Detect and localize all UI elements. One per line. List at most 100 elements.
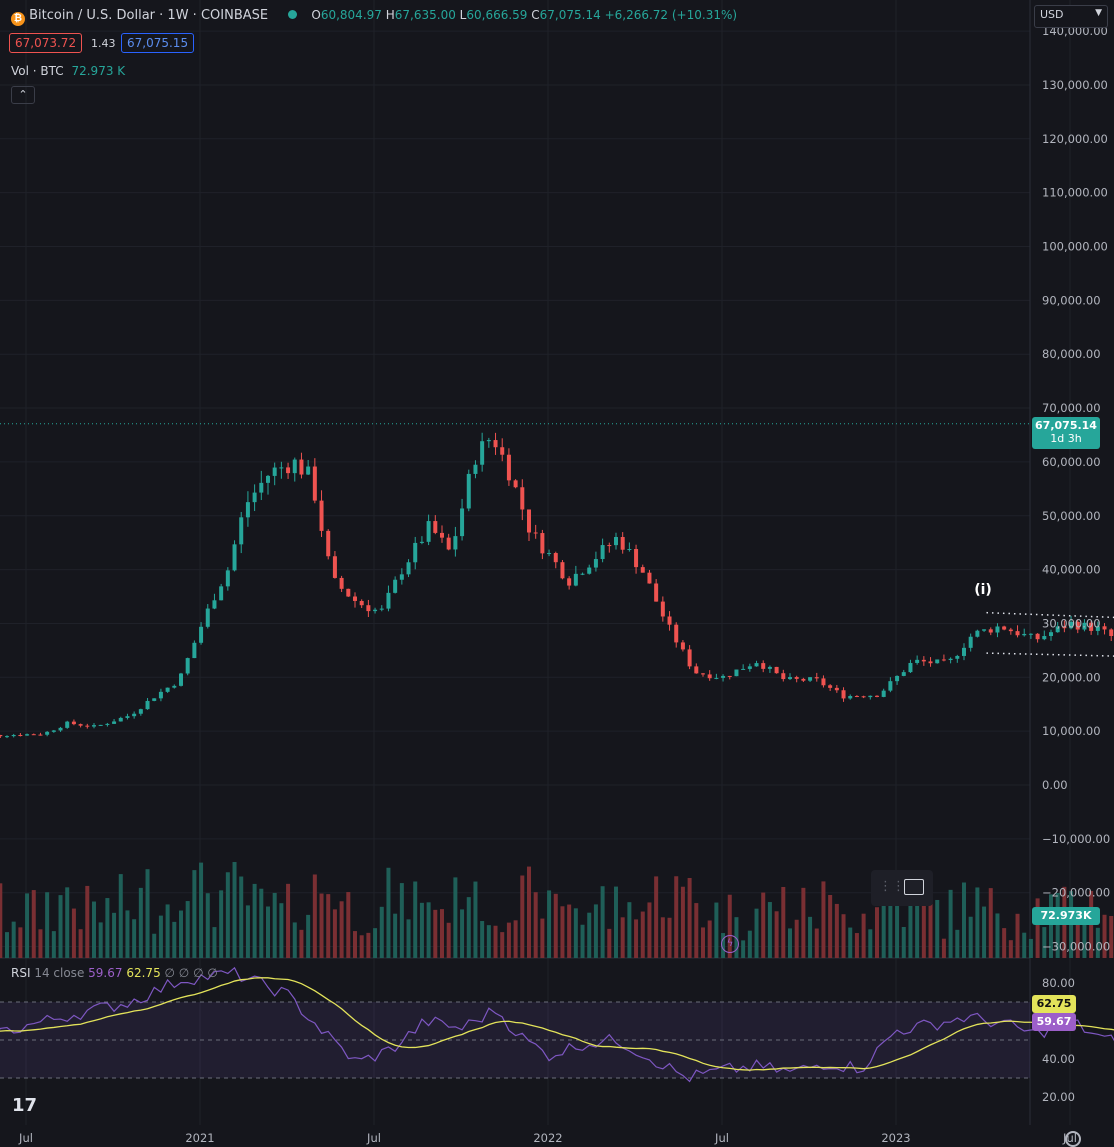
volume-bar [446, 922, 451, 958]
candle-body [727, 675, 732, 677]
image-icon[interactable] [904, 879, 924, 895]
candle-body [781, 673, 786, 680]
price-tick-label: −20,000.00 [1042, 886, 1110, 900]
candle-body [526, 509, 531, 533]
volume-bar [1055, 892, 1060, 958]
volume-bar [640, 911, 645, 958]
volume-bar [794, 919, 799, 958]
price-candles [0, 423, 1114, 739]
volume-bar [165, 904, 170, 958]
price-tick-label: 80,000.00 [1042, 347, 1101, 361]
volume-bar [787, 928, 792, 958]
volume-bar [781, 886, 786, 958]
candle-body [312, 466, 317, 501]
candle-body [1082, 622, 1087, 630]
candle-body [1015, 631, 1020, 636]
symbol-title[interactable]: Bitcoin / U.S. Dollar · 1W · COINBASE [29, 8, 269, 23]
candle-body [18, 735, 23, 737]
candle-body [908, 662, 913, 673]
candle-body [995, 626, 1000, 633]
price-tick-label: 10,000.00 [1042, 724, 1101, 738]
collapse-legend-button[interactable]: ⌃ [11, 86, 35, 104]
price-tick-label: 90,000.00 [1042, 293, 1101, 307]
volume-bar [439, 909, 444, 958]
candle-body [560, 562, 565, 579]
volume-bar [38, 929, 43, 958]
price-tick-label: 100,000.00 [1042, 240, 1108, 254]
candle-body [874, 695, 879, 697]
volume-bar [460, 909, 465, 958]
candle-body [513, 480, 518, 488]
volume-bar [607, 928, 612, 958]
drag-handle-icon[interactable]: ⋮⋮ [879, 879, 905, 894]
candle-body [921, 659, 926, 662]
candle-body [774, 666, 779, 674]
volume-bar [754, 908, 759, 958]
volume-bar [1082, 923, 1087, 958]
volume-bar [178, 910, 183, 958]
candle-body [761, 663, 766, 669]
volume-bar [393, 913, 398, 958]
volume-bar [373, 928, 378, 958]
candle-body [178, 673, 183, 686]
price-tick-label: 120,000.00 [1042, 132, 1108, 146]
candle-body [948, 658, 953, 661]
volume-bar [1102, 914, 1107, 958]
candle-body [680, 642, 685, 650]
flash-icon[interactable]: ϟ [721, 935, 739, 953]
candle-body [593, 559, 598, 568]
sell-button[interactable]: 67,073.72 [9, 33, 83, 53]
volume-bar [881, 891, 886, 958]
candle-body [306, 466, 311, 475]
candle-body [165, 687, 170, 692]
volume-bar [312, 874, 317, 958]
volume-bar [326, 894, 331, 958]
volume-bar [152, 933, 157, 958]
time-tick-label: Jul [366, 1131, 381, 1145]
candle-body [252, 492, 257, 503]
candle-body [547, 553, 552, 555]
buy-button[interactable]: 67,075.15 [121, 33, 195, 53]
candle-body [286, 467, 291, 474]
rsi-tick-label: 80.00 [1042, 976, 1075, 990]
candle-body [406, 562, 411, 575]
candle-body [573, 573, 578, 586]
volume-bar [814, 928, 819, 958]
volume-bar [654, 876, 659, 958]
candle-body [38, 734, 43, 736]
volume-bar [714, 902, 719, 958]
volume-bar [941, 938, 946, 958]
volume-bar [58, 895, 63, 958]
candle-body [4, 736, 9, 738]
candle-body [439, 532, 444, 538]
volume-bar [935, 899, 940, 958]
volume-bar [801, 887, 806, 958]
candle-body [352, 596, 357, 601]
candle-body [399, 574, 404, 580]
time-axis[interactable]: Jul2021Jul2022Jul2023Jul2024Jul2025Jul20… [18, 1131, 1114, 1145]
tradingview-logo-icon[interactable]: 17 [12, 1095, 38, 1116]
candle-body [98, 724, 103, 726]
volume-bar [259, 888, 264, 958]
volume-bar [212, 927, 217, 958]
candle-body [533, 532, 538, 534]
rsi-ma-line [0, 977, 1114, 1071]
price-tick-label: 70,000.00 [1042, 401, 1101, 415]
volume-bar [319, 893, 324, 958]
volume-bar [761, 892, 766, 958]
bar-countdown: 1d 3h [1050, 432, 1082, 445]
currency-dropdown[interactable]: USD ▼ [1034, 5, 1108, 28]
volume-bar [219, 890, 224, 958]
volume-bar [560, 906, 565, 958]
settings-icon[interactable] [1065, 1131, 1081, 1147]
volume-bar [687, 877, 692, 958]
open-label: O [311, 8, 321, 22]
candle-body [988, 629, 993, 633]
volume-bar [667, 917, 672, 958]
candle-body [1042, 636, 1047, 640]
price-axis[interactable]: 140,000.00130,000.00120,000.00110,000.00… [1042, 24, 1110, 1104]
floating-toolbar[interactable]: ⋮⋮ [871, 870, 933, 906]
candle-body [1002, 626, 1007, 630]
candle-body [714, 677, 719, 679]
candle-body [1069, 621, 1074, 629]
